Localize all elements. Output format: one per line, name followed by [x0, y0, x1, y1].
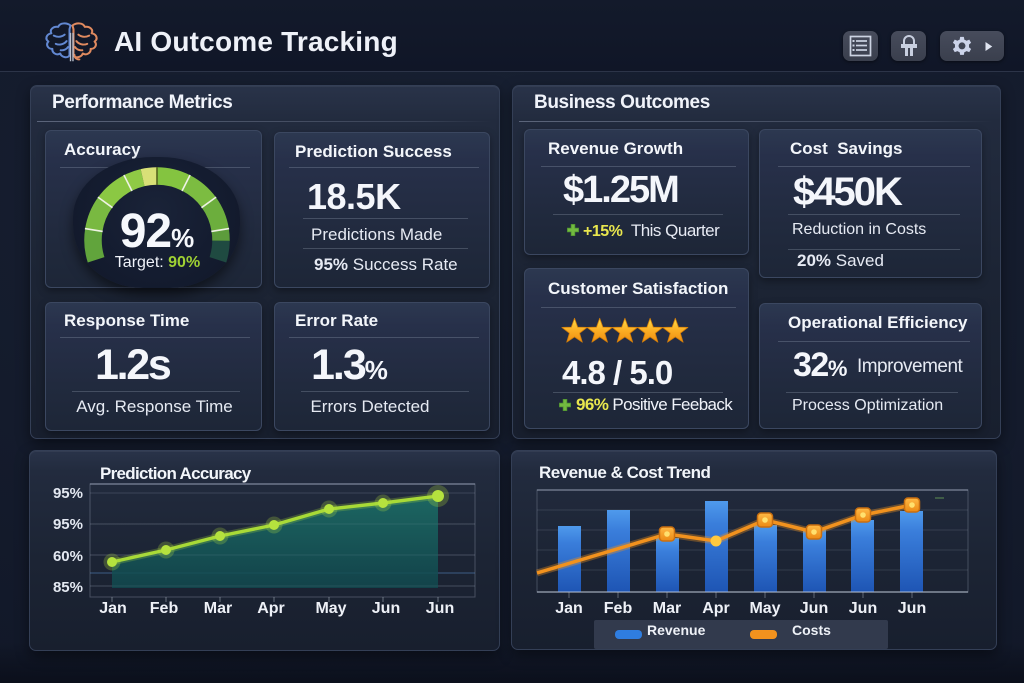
svg-text:Jan: Jan [99, 600, 127, 617]
svg-text:Jun: Jun [426, 600, 454, 617]
svg-text:Mar: Mar [653, 600, 681, 617]
svg-text:Feb: Feb [150, 600, 179, 617]
svg-text:95%: 95% [53, 516, 83, 533]
svg-text:Apr: Apr [702, 600, 730, 617]
svg-text:May: May [749, 600, 780, 617]
svg-text:Jan: Jan [555, 600, 583, 617]
svg-text:Jun: Jun [898, 600, 926, 617]
svg-text:95%: 95% [53, 485, 83, 502]
svg-text:Jun: Jun [800, 600, 828, 617]
svg-text:60%: 60% [53, 548, 83, 565]
svg-text:May: May [315, 600, 346, 617]
svg-text:Jun: Jun [372, 600, 400, 617]
svg-text:Mar: Mar [204, 600, 232, 617]
svg-text:Apr: Apr [257, 600, 285, 617]
svg-text:85%: 85% [53, 579, 83, 596]
svg-text:Jun: Jun [849, 600, 877, 617]
svg-text:Feb: Feb [604, 600, 633, 617]
